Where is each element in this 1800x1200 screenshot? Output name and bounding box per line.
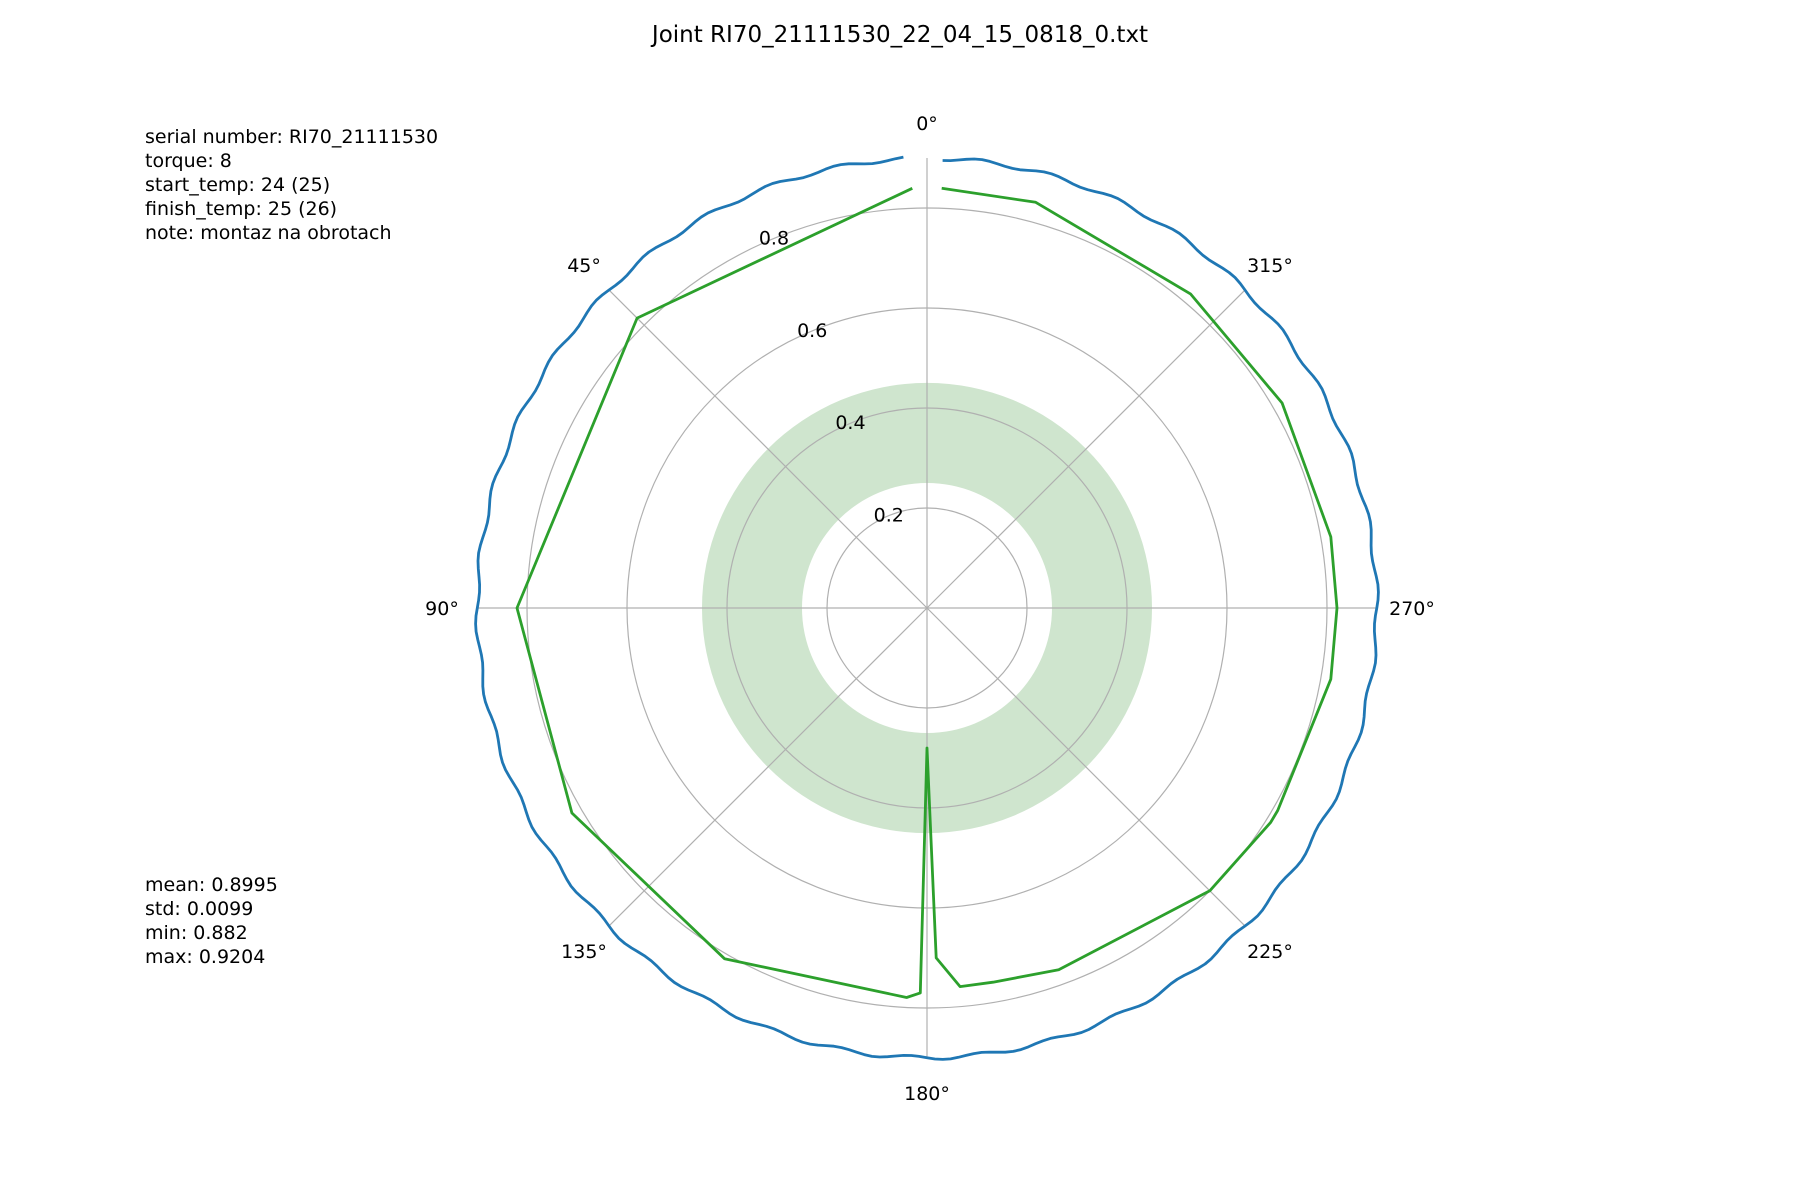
grid-layer <box>477 158 1377 1058</box>
angular-gridline <box>608 289 928 609</box>
tick-label-layer: 0.2 0.4 0.6 0.8 0° 45° 90° 135° 180° 225° 270° 315° <box>425 113 1435 1105</box>
chart-title: Joint RI70_21111530_22_04_15_0818_0.txt <box>650 22 1148 48</box>
info-start-temp: start_temp: 24 (25) <box>145 174 331 196</box>
angle-tick-label: 0° <box>916 113 938 135</box>
angular-gridline <box>926 607 1246 927</box>
radial-tick-label: 0.6 <box>797 320 827 342</box>
angle-tick-label: 90° <box>425 598 459 620</box>
stat-max: max: 0.9204 <box>145 946 266 968</box>
stat-std: std: 0.0099 <box>145 898 254 920</box>
radial-tick-label: 0.2 <box>874 505 904 527</box>
angular-gridline <box>608 607 928 927</box>
angle-tick-label: 315° <box>1247 255 1293 277</box>
radial-tick-label: 0.4 <box>835 412 865 434</box>
info-bottom: mean: 0.8995 std: 0.0099 min: 0.882 max:… <box>145 873 278 969</box>
angle-tick-label: 135° <box>561 941 607 963</box>
stat-mean: mean: 0.8995 <box>145 874 278 896</box>
series-line <box>515 186 1339 999</box>
series-layer <box>474 155 1380 1061</box>
series-line <box>474 155 1380 1061</box>
angle-tick-label: 225° <box>1247 941 1293 963</box>
info-top: serial number: RI70_21111530 torque: 8 s… <box>145 125 438 245</box>
angle-tick-label: 45° <box>567 255 601 277</box>
angle-tick-label: 270° <box>1389 598 1435 620</box>
info-torque: torque: 8 <box>145 150 232 172</box>
angle-tick-label: 180° <box>904 1083 950 1105</box>
info-finish-temp: finish_temp: 25 (26) <box>145 198 338 220</box>
radial-tick-label: 0.8 <box>759 227 789 249</box>
angular-gridline <box>926 289 1246 609</box>
info-note: note: montaz na obrotach <box>145 222 392 244</box>
stat-min: min: 0.882 <box>145 922 248 944</box>
info-serial-number: serial number: RI70_21111530 <box>145 126 439 148</box>
